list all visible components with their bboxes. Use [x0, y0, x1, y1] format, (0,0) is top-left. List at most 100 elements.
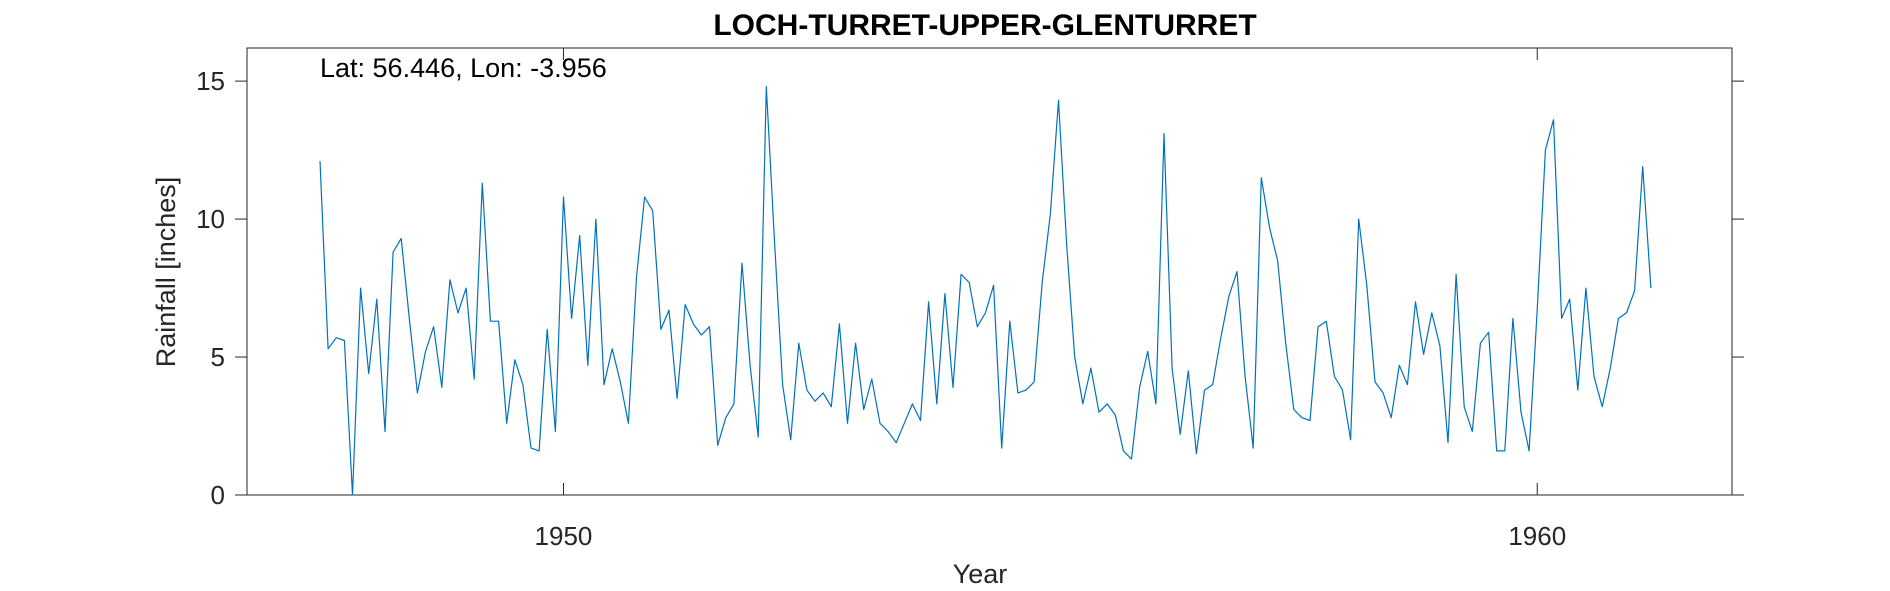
data-point-75 — [928, 301, 930, 303]
data-point-35 — [603, 384, 605, 386]
data-point-36 — [611, 348, 613, 350]
data-point-105 — [1171, 367, 1173, 369]
data-point-74 — [920, 420, 922, 422]
data-point-106 — [1179, 434, 1181, 436]
data-point-14 — [433, 326, 435, 328]
data-point-92 — [1066, 243, 1068, 245]
data-point-34 — [595, 218, 597, 220]
data-point-62 — [822, 392, 824, 394]
data-point-28 — [546, 329, 548, 331]
data-point-161 — [1626, 312, 1628, 314]
data-point-147 — [1512, 318, 1514, 320]
data-point-63 — [831, 406, 833, 408]
data-point-159 — [1610, 367, 1612, 369]
data-point-1 — [327, 348, 329, 350]
data-point-150 — [1536, 309, 1538, 311]
chart-title: LOCH-TURRET-UPPER-GLENTURRET — [713, 9, 1256, 42]
data-point-60 — [806, 389, 808, 391]
data-point-10 — [400, 238, 402, 240]
data-point-83 — [993, 285, 995, 287]
data-point-2 — [336, 337, 338, 339]
data-point-124 — [1326, 320, 1328, 322]
data-point-67 — [863, 409, 865, 411]
data-point-61 — [814, 400, 816, 402]
data-point-145 — [1496, 450, 1498, 452]
data-point-111 — [1220, 337, 1222, 339]
data-point-123 — [1317, 326, 1319, 328]
data-point-56 — [774, 240, 776, 242]
data-point-152 — [1553, 119, 1555, 121]
y-tick-label-1: 5 — [211, 342, 225, 372]
data-point-24 — [514, 359, 516, 361]
data-point-55 — [766, 86, 768, 88]
data-point-40 — [644, 196, 646, 198]
data-point-0 — [319, 160, 321, 162]
data-point-45 — [684, 304, 686, 306]
data-point-59 — [798, 342, 800, 344]
data-point-9 — [392, 251, 394, 253]
data-point-114 — [1244, 376, 1246, 378]
data-point-50 — [725, 417, 727, 419]
data-point-126 — [1342, 389, 1344, 391]
data-point-149 — [1528, 450, 1530, 452]
data-point-113 — [1236, 271, 1238, 273]
data-point-133 — [1399, 365, 1401, 367]
data-point-13 — [425, 351, 427, 353]
data-point-82 — [985, 312, 987, 314]
data-point-115 — [1252, 447, 1254, 449]
data-point-96 — [1098, 411, 1100, 413]
data-point-112 — [1228, 296, 1230, 298]
data-point-138 — [1439, 345, 1441, 347]
data-point-33 — [587, 365, 589, 367]
data-point-119 — [1285, 342, 1287, 344]
data-point-98 — [1115, 414, 1117, 416]
data-point-141 — [1463, 406, 1465, 408]
data-point-85 — [1009, 320, 1011, 322]
rainfall-data-points — [319, 86, 1652, 496]
data-point-139 — [1447, 442, 1449, 444]
data-point-37 — [620, 381, 622, 383]
data-point-53 — [749, 365, 751, 367]
data-point-79 — [960, 274, 962, 276]
data-point-11 — [409, 318, 411, 320]
data-point-151 — [1545, 149, 1547, 151]
data-point-158 — [1601, 406, 1603, 408]
data-point-99 — [1123, 450, 1125, 452]
data-point-39 — [636, 276, 638, 278]
data-point-155 — [1577, 389, 1579, 391]
y-axis-label: Rainfall [inches] — [151, 177, 181, 368]
data-point-19 — [473, 378, 475, 380]
data-point-4 — [352, 494, 354, 496]
data-point-23 — [506, 423, 508, 425]
data-point-97 — [1106, 403, 1108, 405]
data-point-25 — [522, 384, 524, 386]
data-point-5 — [360, 287, 362, 289]
data-point-51 — [733, 403, 735, 405]
data-point-64 — [839, 323, 841, 325]
data-point-17 — [457, 312, 459, 314]
data-point-144 — [1488, 331, 1490, 333]
data-point-122 — [1309, 420, 1311, 422]
data-point-48 — [709, 326, 711, 328]
data-point-86 — [1017, 392, 1019, 394]
data-point-29 — [555, 431, 557, 433]
data-point-140 — [1455, 274, 1457, 276]
data-point-43 — [668, 309, 670, 311]
data-point-107 — [1188, 370, 1190, 372]
data-point-76 — [936, 403, 938, 405]
location-annotation: Lat: 56.446, Lon: -3.956 — [320, 53, 607, 83]
data-point-91 — [1058, 100, 1060, 102]
data-point-65 — [847, 423, 849, 425]
data-point-157 — [1593, 376, 1595, 378]
data-point-127 — [1350, 439, 1352, 441]
x-axis-label: Year — [953, 559, 1008, 589]
data-point-31 — [571, 318, 573, 320]
data-point-72 — [904, 423, 906, 425]
data-point-130 — [1374, 381, 1376, 383]
data-point-89 — [1041, 282, 1043, 284]
data-point-20 — [482, 182, 484, 184]
data-point-44 — [676, 398, 678, 400]
data-point-128 — [1358, 218, 1360, 220]
data-point-120 — [1293, 409, 1295, 411]
